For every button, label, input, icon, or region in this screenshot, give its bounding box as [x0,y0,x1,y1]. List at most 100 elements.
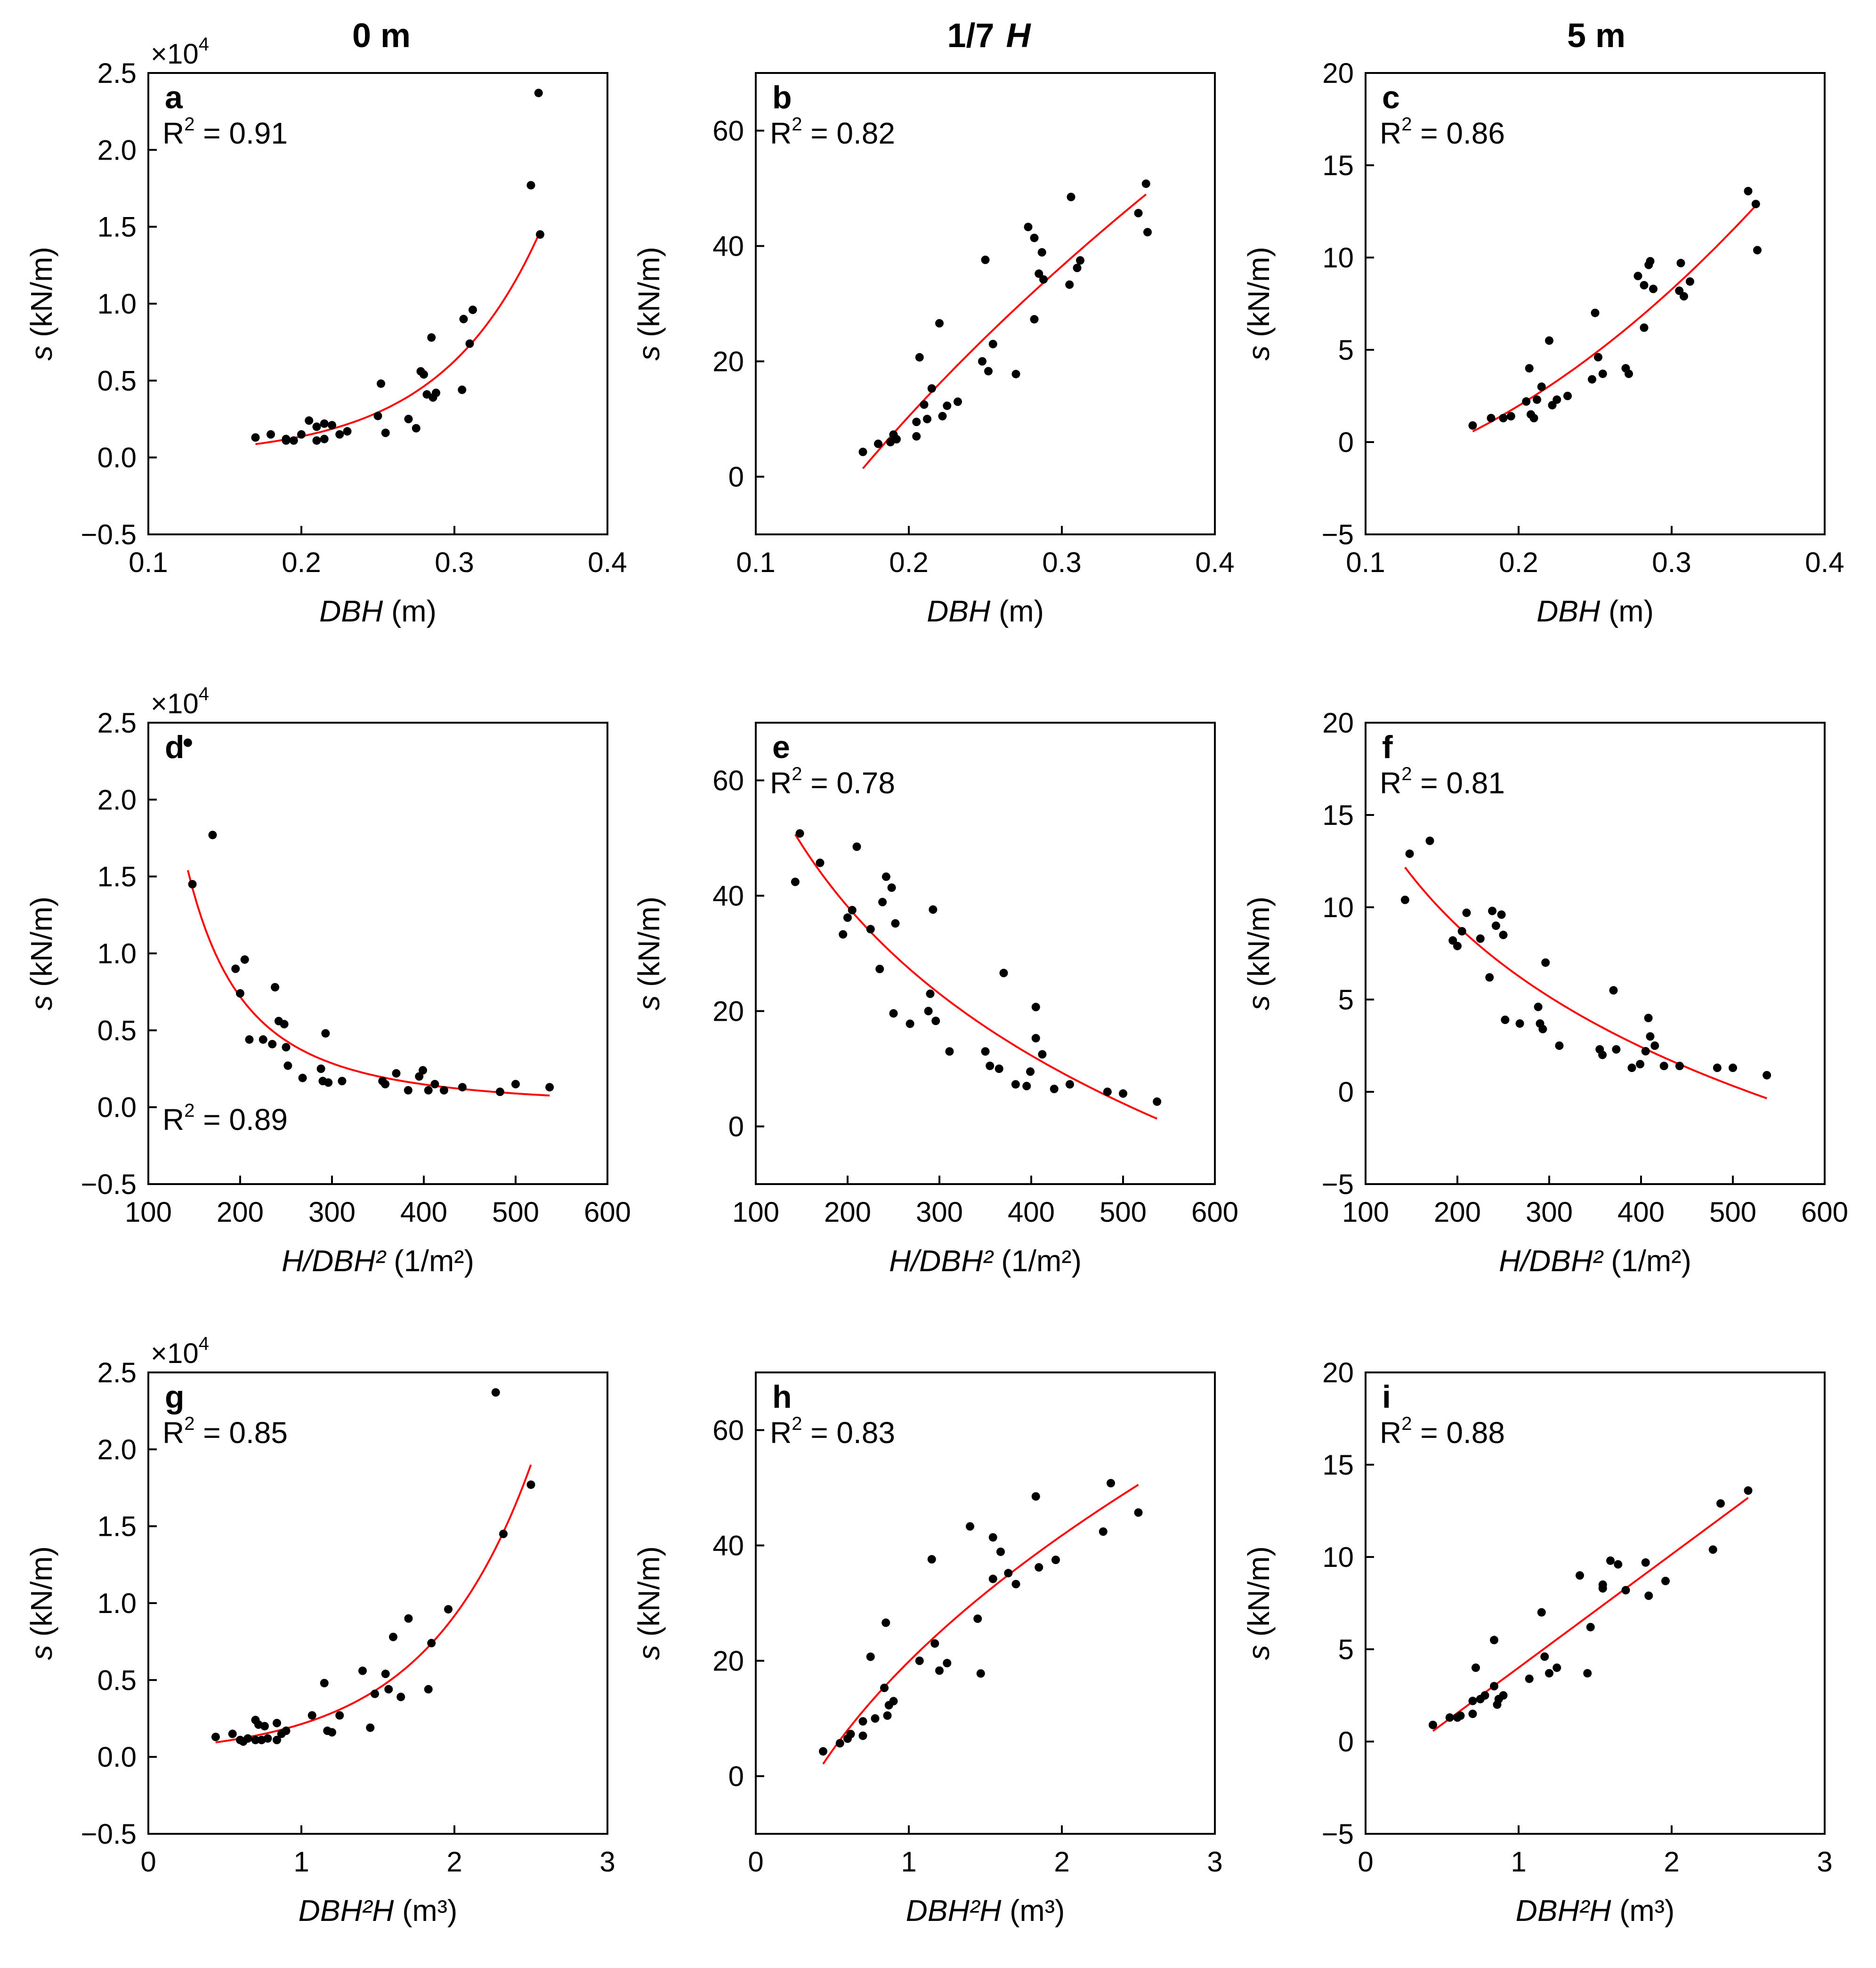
data-point-b [1039,275,1048,284]
y-tick-label-f: 5 [1338,984,1354,1016]
fit-curve-d [186,870,550,1097]
data-point-a [469,306,477,315]
data-point-h [881,1618,890,1627]
data-point-c [1545,336,1553,345]
column-title-5m: 5 m [1567,17,1625,55]
data-point-d [208,831,217,839]
y-tick-label-d: 2.5 [97,707,137,739]
data-point-a [343,427,352,436]
data-point-f [1400,895,1409,904]
data-point-i [1490,1636,1498,1645]
data-point-g [427,1638,436,1647]
data-point-h [1134,1508,1143,1517]
x-tick-label-d: 100 [125,1196,172,1228]
data-point-f [1646,1032,1655,1041]
data-point-b [1035,269,1043,278]
y-tick-label-a: 0.0 [97,442,137,474]
data-point-d [424,1086,433,1095]
x-tick-label-c: 0.3 [1652,547,1691,578]
data-point-d [338,1077,347,1086]
y-tick-label-d: 1.5 [97,861,137,893]
data-point-g [211,1733,220,1742]
data-point-g [243,1734,252,1743]
y-tick-label-b: 0 [728,461,744,493]
y-multiplier-a: ×104 [151,34,209,70]
data-point-b [874,439,882,448]
y-multiplier-g: ×104 [151,1333,209,1369]
data-point-d [404,1086,412,1095]
data-point-f [1488,906,1497,915]
data-point-g [320,1678,329,1687]
y-tick-label-c: 0 [1338,427,1354,458]
data-point-d [511,1080,520,1089]
data-point-b [981,255,990,264]
data-point-h [973,1614,982,1623]
y-tick-label-i: −5 [1322,1818,1354,1850]
data-point-h [1004,1569,1013,1578]
data-point-h [819,1747,827,1756]
data-point-h [996,1547,1005,1556]
x-axis-label-b: DBH (m) [927,594,1044,628]
data-point-e [875,965,884,974]
x-tick-label-c: 0.2 [1499,547,1538,578]
data-point-f [1501,1016,1510,1024]
y-tick-label-b: 40 [712,231,744,262]
data-point-d [245,1035,254,1044]
data-point-i [1606,1556,1615,1565]
y-tick-label-e: 20 [712,996,744,1027]
data-point-d [236,989,244,998]
column-titles: 0 m 1/7 H 5 m [352,17,1625,55]
y-tick-label-c: 5 [1338,334,1354,366]
data-point-f [1675,1062,1684,1071]
data-point-b [1011,370,1020,379]
r-squared-c: R2 = 0.86 [1380,114,1505,150]
data-point-e [986,1061,995,1070]
y-tick-label-i: 5 [1338,1634,1354,1665]
data-point-h [866,1652,875,1661]
data-point-g [282,1726,291,1735]
data-point-a [404,415,413,423]
data-point-a [432,388,440,397]
x-tick-label-b: 0.3 [1042,547,1081,578]
x-tick-label-f: 300 [1526,1196,1573,1228]
x-tick-label-b: 0.2 [889,547,928,578]
data-point-g [371,1689,379,1698]
data-point-c [1640,281,1649,290]
fit-curve-c [1472,205,1757,433]
x-tick-label-e: 500 [1100,1196,1147,1228]
data-point-b [1024,223,1033,232]
data-point-c [1680,292,1688,301]
data-point-i [1553,1663,1561,1672]
y-tick-label-d: −0.5 [81,1169,137,1200]
data-point-b [1030,234,1039,242]
data-point-f [1497,910,1506,919]
y-axis-label-g: s (kN/m) [24,1546,58,1660]
data-point-h [1051,1556,1060,1565]
data-point-e [878,897,887,906]
data-point-e [1011,1080,1020,1089]
data-point-i [1490,1682,1498,1691]
data-point-f [1476,934,1485,943]
data-point-g [366,1723,375,1732]
axes-frame-b [755,72,1216,535]
y-tick-label-f: 15 [1322,799,1354,831]
data-point-e [795,829,804,838]
data-point-b [1067,193,1075,202]
data-point-h [927,1555,936,1564]
data-point-c [1625,369,1633,378]
data-point-e [1119,1089,1127,1098]
data-point-a [427,333,436,342]
y-tick-label-g: 2.0 [97,1434,137,1465]
y-tick-label-g: 1.0 [97,1588,137,1619]
data-point-b [978,357,987,366]
x-tick-label-g: 2 [446,1846,462,1878]
data-point-c [1529,414,1538,423]
data-point-b [920,400,929,409]
data-point-e [906,1019,914,1028]
data-point-c [1649,284,1658,293]
data-point-i [1445,1713,1454,1722]
data-point-d [458,1083,467,1092]
data-point-a [282,435,291,444]
data-point-g [381,1670,390,1678]
